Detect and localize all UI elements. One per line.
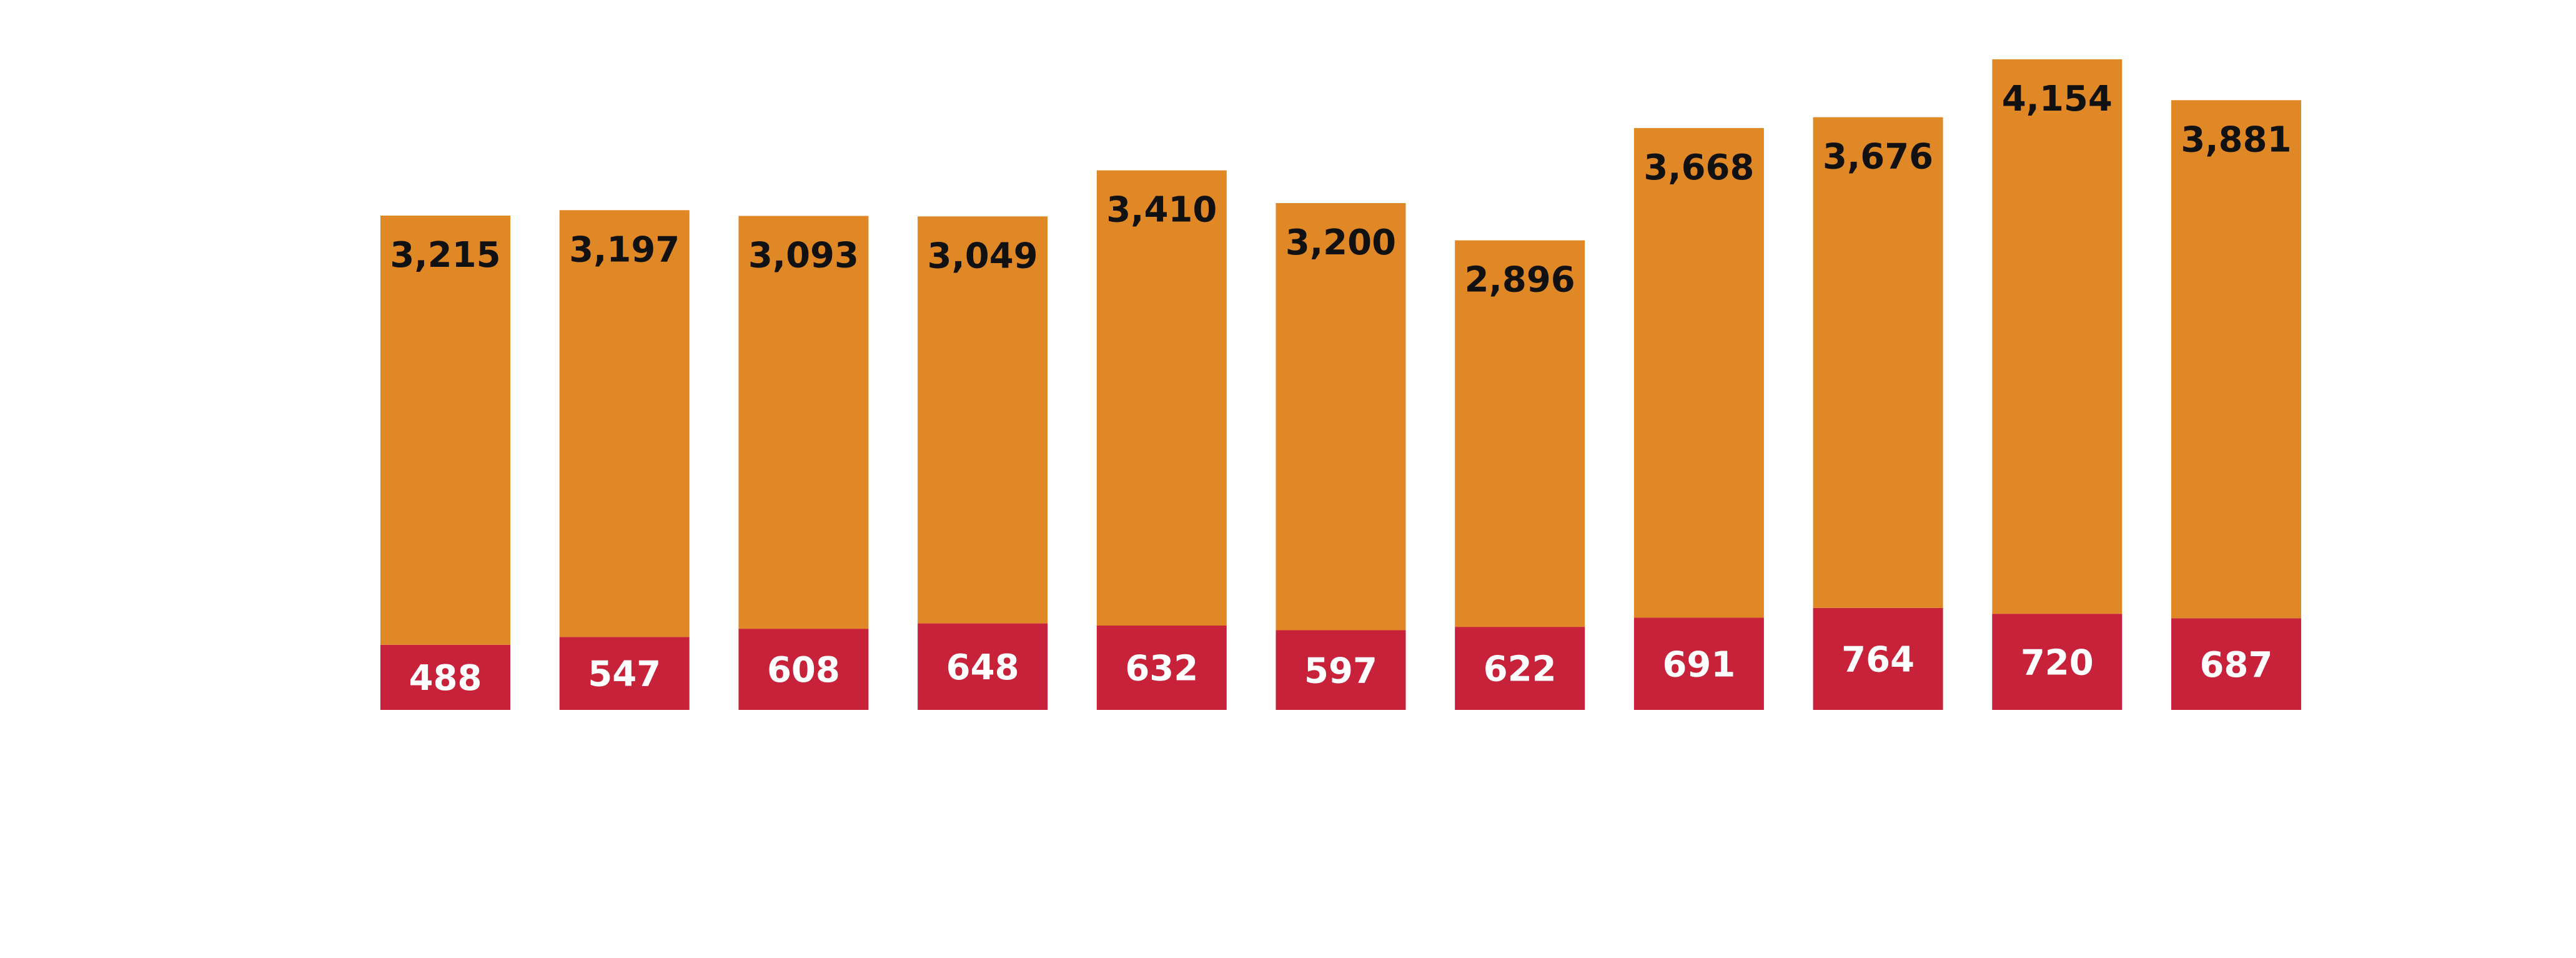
- bar-segment-top-4: [918, 216, 1048, 624]
- data-label-top-3: 3,093: [748, 236, 859, 276]
- bar-segment-bottom-4: [918, 623, 1048, 710]
- data-label-top-9: 3,676: [1823, 137, 1933, 177]
- labels-layer: 488 3,215 547 3,197 608 3,093 648 3,049 632 3,410…: [390, 79, 2291, 699]
- bar-segment-bottom-2: [559, 637, 690, 710]
- bar-segment-bottom-10: [1992, 614, 2123, 710]
- bars-layer: [380, 59, 2301, 710]
- bar-segment-top-7: [1455, 240, 1585, 627]
- bar-segment-top-11: [2171, 100, 2301, 619]
- bar-segment-top-10: [1992, 59, 2123, 614]
- data-label-bottom-10: 720: [2021, 642, 2094, 683]
- data-label-bottom-9: 764: [1841, 640, 1915, 681]
- data-label-bottom-6: 597: [1304, 651, 1377, 691]
- bar-segment-top-8: [1633, 127, 1764, 618]
- data-label-bottom-2: 547: [588, 654, 661, 695]
- bar-segment-bottom-6: [1276, 630, 1406, 710]
- data-label-top-10: 4,154: [2002, 79, 2113, 119]
- data-label-top-6: 3,200: [1286, 222, 1396, 263]
- bar-segment-bottom-5: [1096, 626, 1227, 710]
- data-label-top-11: 3,881: [2181, 119, 2291, 160]
- data-label-bottom-11: 687: [2200, 645, 2273, 686]
- bar-segment-top-1: [380, 216, 510, 645]
- data-label-top-4: 3,049: [928, 236, 1038, 276]
- bar-segment-top-6: [1276, 203, 1406, 631]
- data-label-bottom-1: 488: [409, 658, 482, 699]
- data-label-bottom-4: 648: [946, 647, 1019, 688]
- bar-segment-bottom-8: [1633, 617, 1764, 710]
- bar-segment-top-9: [1813, 117, 1943, 608]
- bar-segment-bottom-9: [1813, 607, 1943, 710]
- data-label-top-2: 3,197: [569, 229, 680, 270]
- data-label-bottom-5: 632: [1125, 649, 1198, 689]
- bar-segment-top-5: [1096, 170, 1227, 626]
- data-label-top-1: 3,215: [390, 235, 500, 276]
- data-label-top-7: 2,896: [1465, 260, 1575, 301]
- bar-segment-bottom-7: [1455, 627, 1585, 710]
- bar-segment-top-2: [559, 210, 690, 637]
- bar-segment-bottom-3: [738, 629, 869, 710]
- bar-segment-bottom-1: [380, 644, 510, 710]
- data-label-bottom-7: 622: [1484, 649, 1557, 690]
- data-label-bottom-3: 608: [767, 650, 840, 691]
- data-label-top-5: 3,410: [1106, 190, 1217, 231]
- data-label-top-8: 3,668: [1643, 147, 1754, 188]
- bar-segment-top-3: [738, 216, 869, 629]
- bar-segment-bottom-11: [2171, 618, 2301, 710]
- data-label-bottom-8: 691: [1662, 644, 1735, 685]
